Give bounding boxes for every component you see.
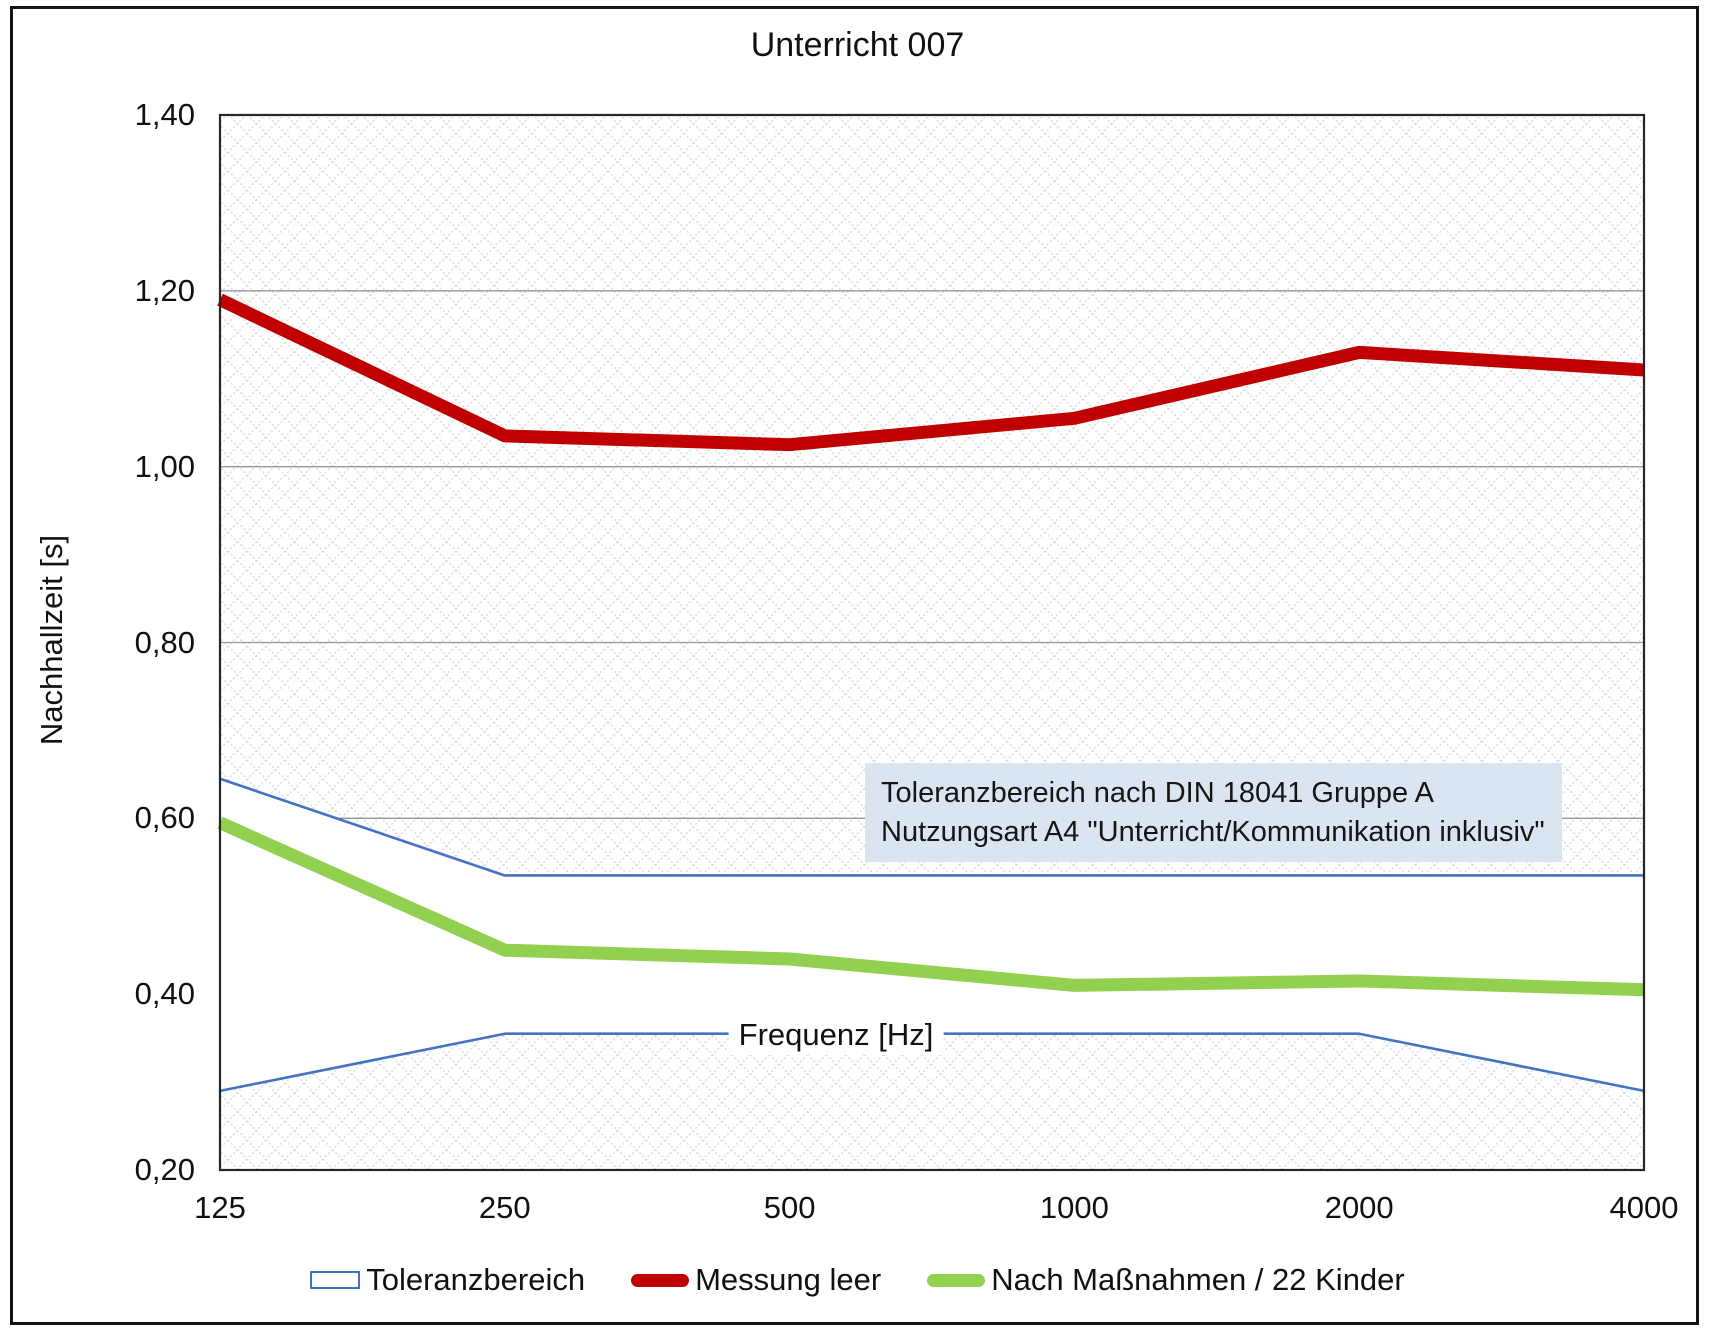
legend-line-swatch (631, 1273, 690, 1287)
annotation-line-1: Toleranzbereich nach DIN 18041 Gruppe A (881, 777, 1434, 809)
tolerance-band (220, 778, 1644, 1091)
chart-legend: Toleranzbereich Messung leer Nach Maßnahme… (0, 1262, 1715, 1298)
y-tick-label: 0,20 (134, 1152, 195, 1187)
y-axis-title: Nachhallzeit [s] (34, 534, 69, 746)
series-line-messung-leer (217, 293, 1645, 452)
x-axis-title: Frequenz [Hz] (728, 1015, 944, 1055)
tolerance-annotation-box: Toleranzbereich nach DIN 18041 Gruppe A … (865, 763, 1562, 862)
x-tick-label: 500 (763, 1190, 816, 1225)
x-tick-label: 4000 (1609, 1190, 1679, 1225)
legend-item: Nach Maßnahmen / 22 Kinder (927, 1262, 1405, 1298)
legend-label: Messung leer (695, 1262, 882, 1297)
x-tick-label: 250 (478, 1190, 531, 1225)
legend-label: Toleranzbereich (366, 1262, 586, 1297)
plot-border (218, 113, 1646, 1172)
legend-item: Messung leer (631, 1262, 881, 1298)
y-tick-label: 1,20 (134, 272, 195, 308)
x-tick-label: 2000 (1324, 1190, 1394, 1225)
y-tick-label: 1,40 (134, 97, 195, 132)
annotation-line-2: Nutzungsart A4 "Unterricht/Kommunikation… (881, 816, 1545, 848)
y-tick-label: 1,00 (134, 448, 195, 484)
y-tick-label: 0,40 (134, 976, 195, 1012)
chart-outer-border (10, 6, 1699, 1325)
chart-title: Unterricht 007 (750, 26, 965, 64)
y-tick-label: 0,60 (134, 800, 195, 836)
legend-band-swatch (310, 1271, 361, 1289)
x-tick-label: 1000 (1039, 1190, 1109, 1225)
y-tick-label: 0,80 (134, 624, 195, 660)
legend-label: Nach Maßnahmen / 22 Kinder (991, 1262, 1405, 1297)
tolerance-upper-line (219, 777, 1644, 877)
series-line-nach-massnahmen (217, 816, 1645, 997)
legend-item: Toleranzbereich (310, 1262, 585, 1298)
x-tick-label: 125 (194, 1190, 246, 1225)
legend-line-swatch (927, 1273, 986, 1287)
